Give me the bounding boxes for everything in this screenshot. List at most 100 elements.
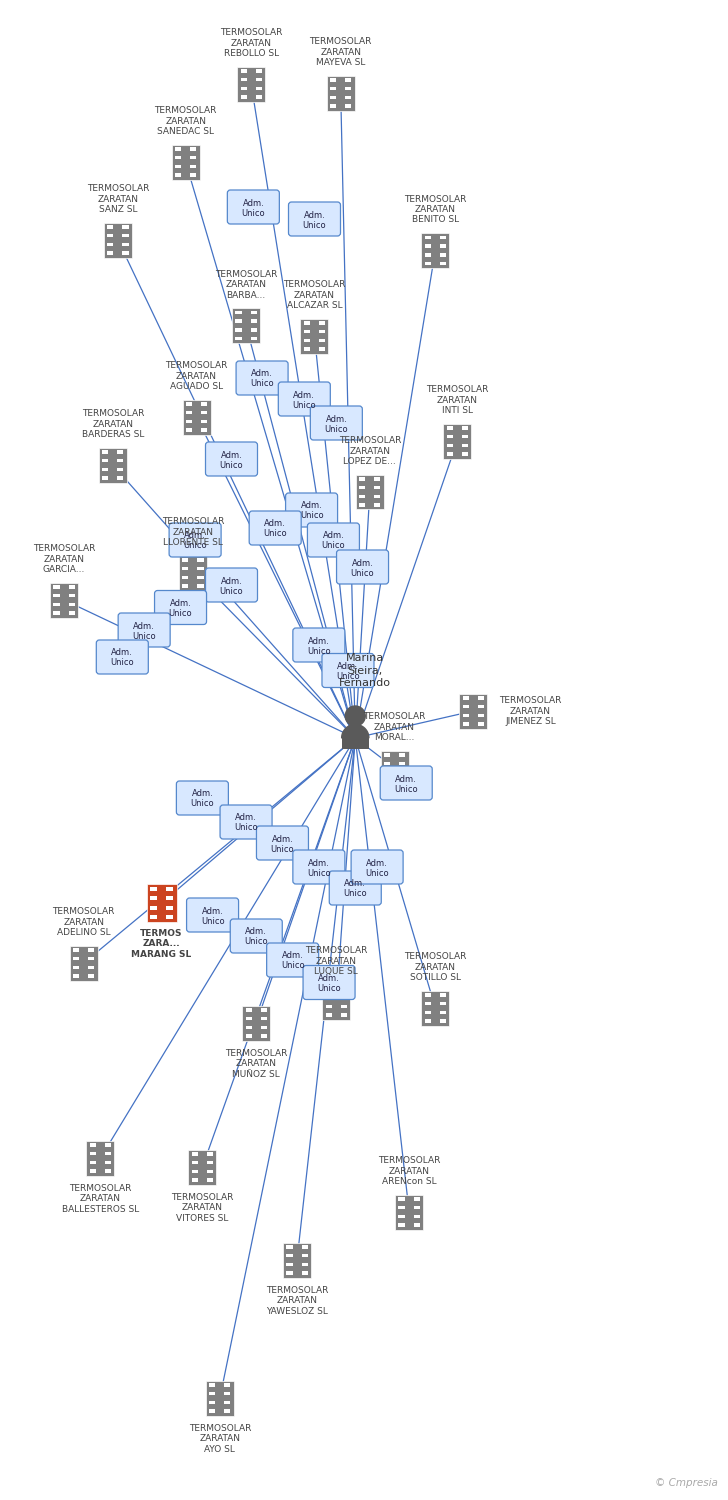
Bar (301, 1270, 308, 1275)
Bar (424, 261, 431, 266)
Bar (237, 66, 265, 102)
FancyBboxPatch shape (176, 782, 229, 814)
Bar (224, 1392, 231, 1395)
Text: Unico: Unico (325, 424, 348, 433)
Bar (359, 503, 365, 507)
Text: Adm.: Adm. (264, 519, 286, 528)
Bar (374, 477, 381, 482)
Bar (356, 474, 384, 510)
Bar (224, 1408, 231, 1413)
Bar (398, 1206, 405, 1209)
Bar (167, 906, 173, 909)
Text: Adm.: Adm. (221, 450, 242, 459)
Text: TERMOSOLAR
ZARATAN
BALLESTEROS SL: TERMOSOLAR ZARATAN BALLESTEROS SL (62, 1184, 139, 1214)
Text: TERMOSOLAR
ZARATAN
SOTILLO SL: TERMOSOLAR ZARATAN SOTILLO SL (404, 952, 467, 982)
Bar (88, 966, 95, 969)
Text: Unico: Unico (264, 530, 287, 538)
FancyBboxPatch shape (266, 944, 319, 976)
Bar (73, 957, 79, 960)
Text: Unico: Unico (220, 586, 243, 596)
Text: Adm.: Adm. (308, 858, 330, 867)
Bar (462, 444, 468, 447)
Bar (207, 1152, 213, 1156)
Text: Unico: Unico (132, 632, 156, 640)
Bar (105, 1152, 111, 1155)
Bar (245, 1026, 252, 1029)
Text: TERMOSOLAR
ZARATAN
ADELINO SL: TERMOSOLAR ZARATAN ADELINO SL (52, 908, 115, 938)
FancyBboxPatch shape (380, 766, 432, 800)
Bar (345, 96, 352, 99)
Bar (478, 714, 484, 717)
Text: Unico: Unico (365, 868, 389, 877)
FancyBboxPatch shape (293, 628, 345, 662)
Bar (117, 476, 124, 480)
Text: Unico: Unico (317, 984, 341, 993)
Bar (117, 450, 124, 454)
Text: Adm.: Adm. (242, 198, 264, 207)
Bar (167, 897, 173, 900)
Bar (175, 147, 181, 152)
Bar (304, 321, 310, 326)
Bar (304, 330, 310, 333)
Text: Adm.: Adm. (111, 648, 133, 657)
Text: Unico: Unico (271, 844, 294, 853)
Bar (102, 450, 108, 454)
Bar (325, 1013, 332, 1017)
Bar (424, 1002, 431, 1005)
Bar (424, 1019, 431, 1023)
Text: Unico: Unico (322, 542, 345, 550)
Text: Unico: Unico (307, 646, 331, 656)
Bar (399, 753, 405, 758)
FancyBboxPatch shape (205, 442, 258, 476)
FancyBboxPatch shape (186, 898, 239, 932)
Bar (53, 610, 60, 615)
Bar (117, 468, 124, 471)
Text: Adm.: Adm. (202, 906, 223, 915)
Text: Adm.: Adm. (293, 390, 315, 399)
Bar (207, 1161, 213, 1164)
Bar (88, 957, 95, 960)
Bar (462, 696, 469, 700)
Text: TERMOSOLAR
ZARATAN
ALCAZAR SL: TERMOSOLAR ZARATAN ALCAZAR SL (283, 280, 346, 310)
Bar (414, 1206, 420, 1209)
Bar (245, 1034, 252, 1038)
Bar (256, 78, 262, 81)
Bar (68, 610, 75, 615)
Bar (286, 1263, 293, 1266)
Bar (304, 339, 310, 342)
Bar (301, 1263, 308, 1266)
Bar (286, 1245, 293, 1250)
Bar (424, 244, 431, 248)
Bar (235, 320, 242, 322)
Bar (107, 243, 114, 246)
Text: Unico: Unico (351, 568, 374, 578)
Bar (374, 486, 381, 489)
Bar (462, 705, 469, 708)
FancyBboxPatch shape (288, 202, 341, 236)
Bar (250, 320, 257, 322)
FancyBboxPatch shape (322, 654, 374, 687)
Bar (191, 1170, 198, 1173)
Text: Adm.: Adm. (272, 834, 293, 843)
Bar (190, 172, 197, 177)
Bar (395, 1194, 423, 1230)
Text: Unico: Unico (242, 209, 265, 218)
Bar (209, 1408, 215, 1413)
Bar (330, 78, 336, 82)
Bar (462, 426, 468, 430)
Bar (345, 78, 352, 82)
Text: Unico: Unico (191, 800, 214, 808)
Text: TERMOSOLAR
ZARATAN
INTI SL: TERMOSOLAR ZARATAN INTI SL (426, 386, 488, 416)
Bar (235, 336, 242, 340)
Bar (261, 1008, 267, 1013)
FancyBboxPatch shape (278, 382, 331, 416)
Bar (341, 738, 369, 748)
Bar (330, 96, 336, 99)
Text: Adm.: Adm. (352, 558, 373, 567)
Text: Adm.: Adm. (301, 501, 323, 510)
Bar (440, 1002, 446, 1005)
Bar (422, 990, 449, 1026)
Bar (478, 722, 484, 726)
Bar (250, 328, 257, 332)
Bar (206, 1380, 234, 1416)
